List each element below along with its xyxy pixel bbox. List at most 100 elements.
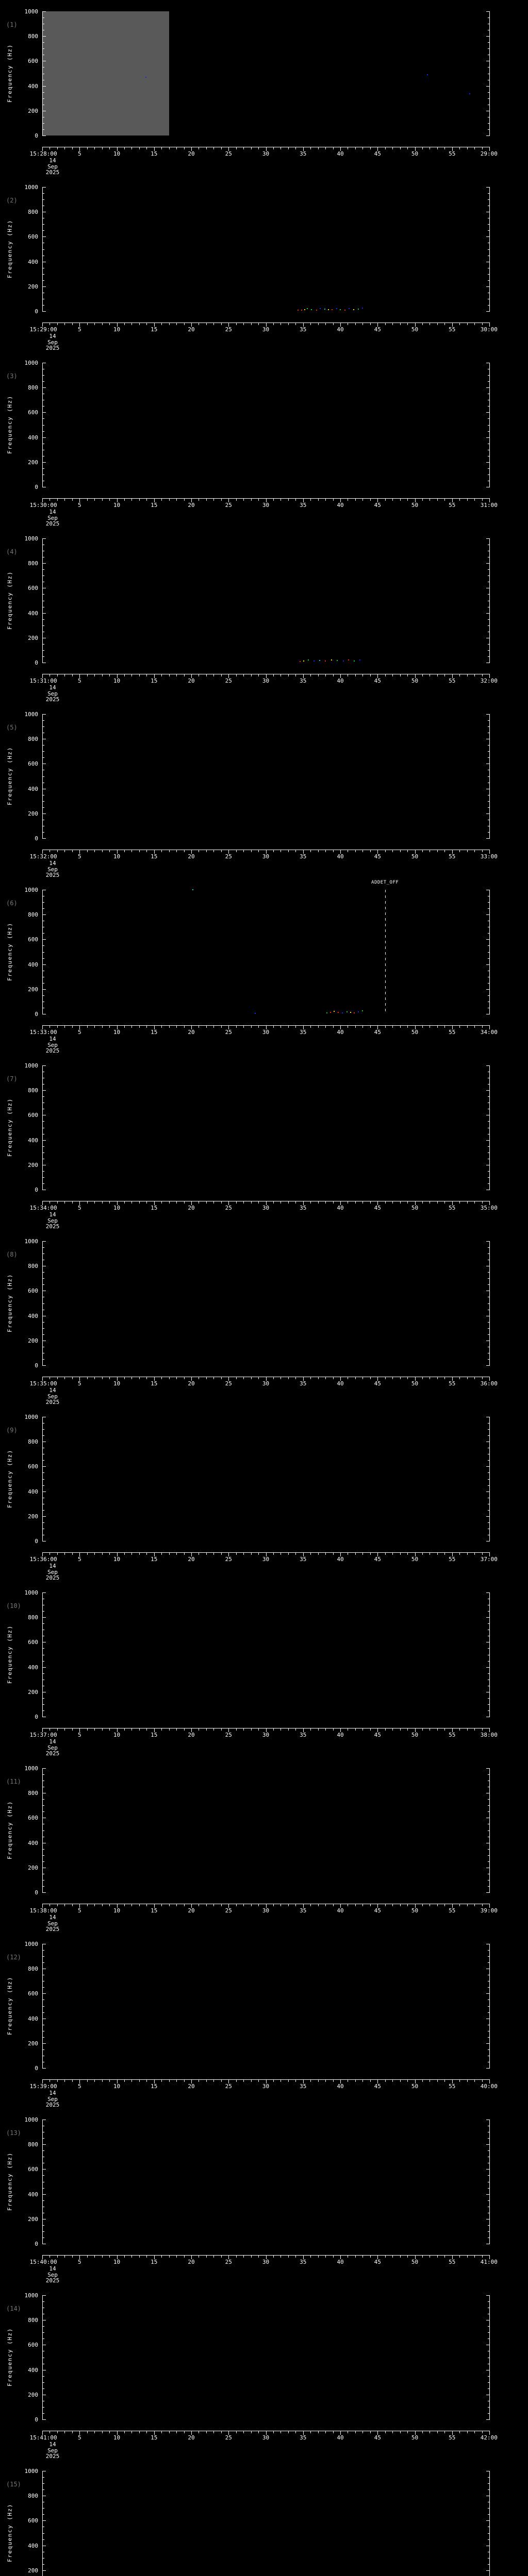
y-tick: [42, 714, 46, 715]
x-tick: [154, 1552, 155, 1556]
y-tick-label: 600: [28, 58, 38, 65]
x-tick: [57, 1025, 58, 1028]
date-line: 2025: [45, 1750, 60, 1757]
x-tick: [422, 1728, 423, 1731]
panel-4: Frequency (Hz) (4) 0 200 400 600 800 1000 15:31:…: [0, 527, 528, 703]
x-tick: [325, 1201, 326, 1204]
x-tick: [325, 2255, 326, 2258]
y-tick: [42, 2406, 44, 2408]
data-marker: [349, 308, 350, 310]
x-tick: [452, 1904, 453, 1908]
y-tick: [488, 92, 490, 93]
y-tick: [42, 914, 46, 916]
x-tick: [288, 147, 289, 149]
y-tick: [488, 1321, 490, 1323]
x-tick: [407, 674, 408, 676]
y-tick: [488, 1171, 490, 1172]
x-tick: [154, 1904, 155, 1908]
x-tick-label: 55: [449, 1205, 456, 1211]
x-tick-label: 10: [113, 2259, 121, 2265]
x-tick: [154, 1377, 155, 1381]
x-tick: [191, 498, 192, 502]
y-tick-label: 800: [28, 2317, 38, 2324]
x-tick-label: 15: [151, 150, 158, 157]
x-tick-label: 55: [449, 853, 456, 860]
x-tick: [370, 1201, 371, 1204]
date-line: 2025: [45, 520, 60, 527]
data-marker: [310, 309, 312, 311]
x-tick: [206, 2079, 207, 2082]
x-tick: [228, 1201, 229, 1205]
x-tick: [72, 1728, 73, 1731]
x-tick: [355, 1552, 356, 1555]
x-tick: [72, 1552, 73, 1555]
x-tick: [437, 1025, 438, 1028]
y-tick: [42, 656, 44, 657]
panel-3: Frequency (Hz) (3) 0 200 400 600 800 1000 15:30:…: [0, 351, 528, 527]
y-tick: [42, 1065, 46, 1066]
x-tick: [303, 1552, 304, 1556]
x-tick-label: 35: [300, 2083, 307, 2090]
y-tick: [42, 98, 44, 99]
panel-7: Frequency (Hz) (7) 0 200 400 600 800 1000 15:34:…: [0, 1054, 528, 1230]
x-tick: [489, 1377, 490, 1381]
x-tick-label: 5: [77, 150, 81, 157]
x-tick: [79, 498, 80, 502]
x-tick: [87, 1025, 88, 1028]
x-tick: [228, 850, 229, 854]
x-tick-label: 15: [151, 1907, 158, 1914]
x-tick: [489, 2255, 490, 2259]
x-tick: [392, 2255, 393, 2258]
y-tick: [42, 2419, 46, 2420]
x-tick-label: 10: [113, 1732, 121, 1738]
date-line: 14: [49, 2265, 56, 2272]
x-tick: [176, 2255, 177, 2258]
x-tick: [131, 2431, 133, 2433]
plot-area: [42, 1592, 489, 1717]
y-tick: [486, 2144, 490, 2145]
plot-area: [42, 1417, 489, 1541]
x-tick: [474, 1377, 475, 1379]
y-tick: [42, 2150, 44, 2151]
x-tick: [109, 674, 110, 676]
y-tick: [488, 48, 490, 49]
y-tick: [488, 304, 490, 306]
plot-background: [42, 1768, 489, 1892]
x-tick: [474, 2431, 475, 2433]
data-marker: [331, 659, 332, 660]
x-tick: [42, 1201, 43, 1205]
x-tick: [377, 2255, 378, 2259]
y-tick: [42, 801, 44, 802]
y-tick: [488, 2049, 490, 2050]
x-tick: [325, 498, 326, 501]
y-tick: [486, 1365, 490, 1366]
y-tick: [488, 2376, 490, 2377]
y-tick-label: 1000: [24, 1765, 39, 1772]
date-line: 2025: [45, 1399, 60, 1405]
x-tick: [400, 1201, 401, 1204]
y-tick: [42, 193, 44, 194]
x-tick: [176, 147, 177, 149]
x-tick: [444, 1377, 446, 1379]
x-axis-date-stack: 14 Sep 2025: [32, 2090, 73, 2108]
x-tick: [355, 2431, 356, 2433]
y-tick: [488, 1710, 490, 1711]
y-tick: [42, 2194, 46, 2195]
x-tick: [266, 1377, 267, 1381]
x-tick: [94, 2431, 95, 2433]
x-tick: [124, 2255, 125, 2258]
x-tick: [42, 147, 43, 151]
x-tick: [452, 1552, 453, 1556]
x-axis-spine: [42, 1025, 490, 1029]
x-axis-date-stack: 14 Sep 2025: [32, 2442, 73, 2460]
x-tick: [213, 850, 214, 852]
x-tick-label: 45: [374, 677, 381, 684]
y-tick: [42, 1892, 46, 1893]
x-tick: [482, 2431, 483, 2433]
y-tick-label: 1000: [24, 1941, 39, 1947]
y-axis-left-spine: [42, 2471, 46, 2576]
x-tick: [79, 2255, 80, 2259]
y-tick: [486, 1140, 490, 1141]
plot-background: [42, 187, 489, 311]
